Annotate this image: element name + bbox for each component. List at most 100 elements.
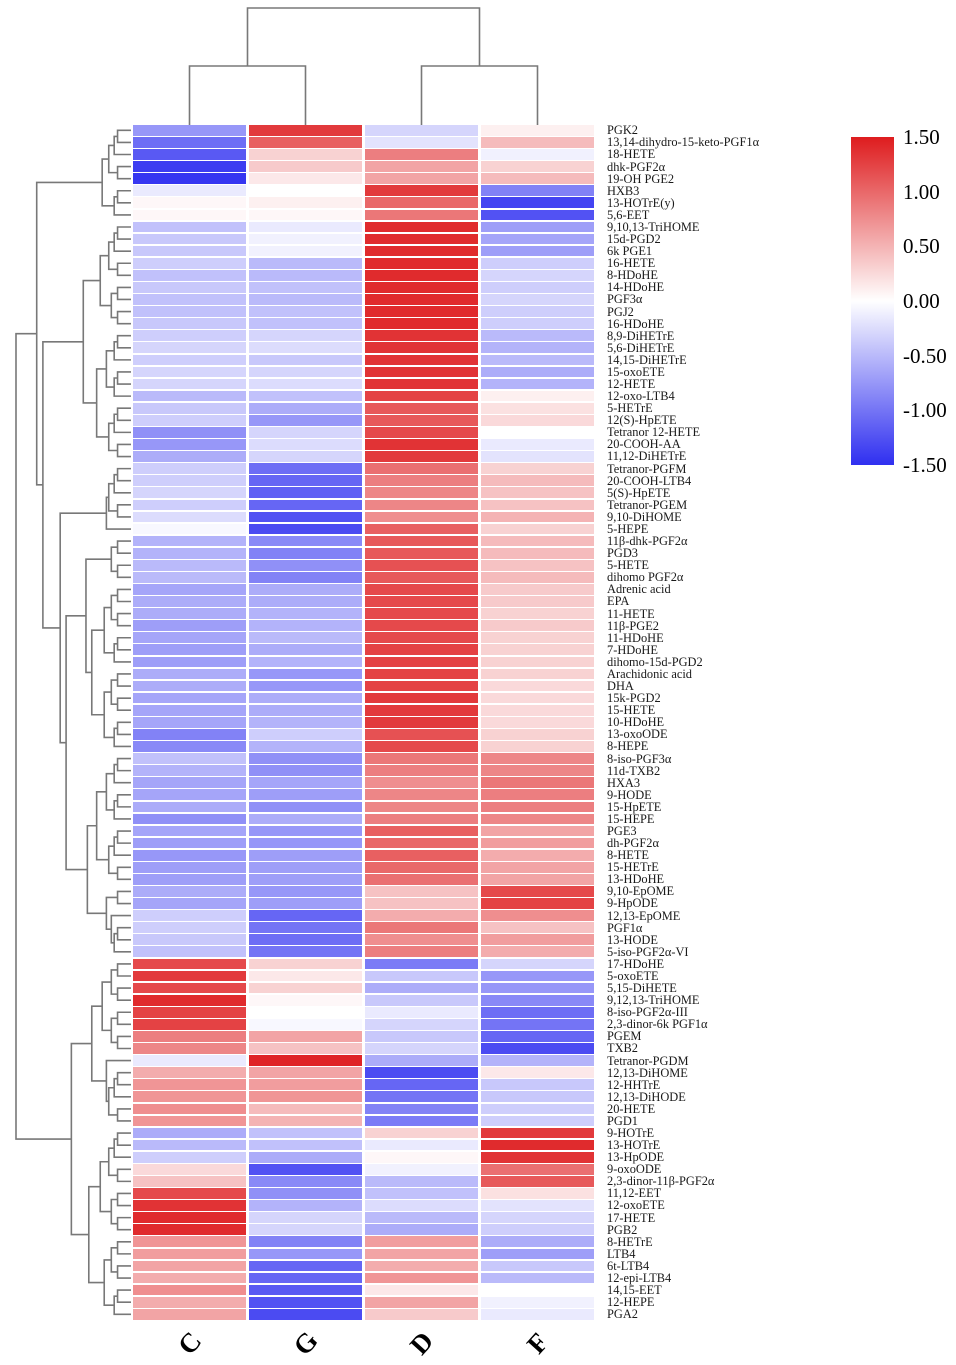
heatmap-cell [365, 245, 478, 257]
heatmap-cell [133, 680, 246, 692]
heatmap-cell [249, 958, 362, 970]
row-label: 12,13-DiHODE [607, 1089, 686, 1104]
heatmap-cell [481, 1200, 594, 1211]
heatmap-cell [249, 1031, 362, 1042]
row-label: 2,3-dinor-6k PGF1α [607, 1017, 708, 1032]
heatmap-cell [481, 451, 594, 462]
heatmap-cell [133, 282, 246, 293]
heatmap-cell [249, 874, 362, 885]
heatmap-cell [365, 330, 478, 342]
heatmap-cell [249, 644, 362, 656]
heatmap-cell [365, 439, 478, 450]
heatmap-cell [249, 777, 362, 789]
heatmap-cell [481, 1079, 594, 1091]
heatmap-cell [365, 777, 478, 789]
row-label: 12-HETE [607, 376, 656, 391]
colorbar-tick-label: -1.50 [903, 453, 947, 477]
heatmap-cell [133, 402, 246, 414]
heatmap-cell [365, 318, 478, 329]
heatmap-cell [249, 487, 362, 499]
heatmap-cell [481, 608, 594, 619]
heatmap-cell [365, 644, 478, 656]
heatmap-cell [481, 125, 594, 136]
heatmap-cell [365, 874, 478, 885]
heatmap-cell [481, 946, 594, 958]
heatmap-cell [481, 632, 594, 644]
row-label-column: PGK2 13,14-dihydro-15-keto-PGF1α 18-HETE dh… [607, 124, 867, 1321]
heatmap-cell [249, 269, 362, 281]
heatmap-cell [481, 257, 594, 269]
row-label: 20-COOH-AA [607, 437, 681, 452]
heatmap-cell [249, 161, 362, 172]
row-label: 10-HDoHE [607, 715, 665, 730]
heatmap-cell [481, 1272, 594, 1284]
heatmap-cell [249, 789, 362, 801]
heatmap-cell [365, 922, 478, 934]
heatmap-cell [365, 1224, 478, 1236]
heatmap-cell [481, 1006, 594, 1018]
heatmap-cell [365, 668, 478, 680]
heatmap-cell [249, 753, 362, 764]
heatmap-cell [133, 1224, 246, 1236]
heatmap-cell [133, 378, 246, 390]
heatmap-cell [481, 934, 594, 946]
row-label: 8,9-DiHETrE [607, 328, 675, 343]
heatmap-cell [133, 1139, 246, 1151]
heatmap-cell [481, 1139, 594, 1151]
heatmap-cell [133, 233, 246, 245]
heatmap-cell [481, 330, 594, 342]
heatmap-cell [133, 197, 246, 209]
heatmap-cell [249, 837, 362, 849]
row-label: 15k-PGD2 [607, 691, 661, 706]
row-label: 8-HETrE [607, 1234, 653, 1249]
row-label: TXB2 [607, 1041, 638, 1056]
row-label: 14,15-EET [607, 1283, 662, 1298]
row-label: 5-iso-PGF2α-VI [607, 944, 689, 959]
row-label: 11β-PGE2 [607, 618, 659, 633]
row-label: 5-oxoETE [607, 968, 659, 983]
heatmap-cell [249, 547, 362, 559]
heatmap-cell [481, 741, 594, 752]
heatmap-cell [365, 294, 478, 305]
heatmap-cell [133, 1103, 246, 1115]
heatmap-cell [133, 559, 246, 571]
heatmap-cell [481, 547, 594, 559]
heatmap-cell [481, 729, 594, 740]
heatmap-cell [365, 765, 478, 776]
heatmap-cell [133, 571, 246, 583]
heatmap-cell [365, 257, 478, 269]
heatmap-cell [481, 427, 594, 438]
heatmap-cell [365, 632, 478, 644]
row-label: LTB4 [607, 1246, 636, 1261]
heatmap-cell [133, 1018, 246, 1030]
heatmap-cell [365, 825, 478, 837]
heatmap-cell [481, 1091, 594, 1103]
heatmap-cell [365, 414, 478, 426]
heatmap-cell [249, 1188, 362, 1199]
heatmap-cell [133, 1248, 246, 1260]
row-label: Tetranor-PGDM [607, 1053, 689, 1068]
heatmap-cell [481, 282, 594, 293]
row-label: 20-HETE [607, 1101, 656, 1116]
row-label: EPA [607, 594, 630, 609]
heatmap-cell [365, 221, 478, 233]
heatmap-cell [249, 1091, 362, 1103]
heatmap-cell [249, 511, 362, 523]
heatmap-cell [133, 1006, 246, 1018]
heatmap-cell [481, 1115, 594, 1127]
heatmap-cell [365, 813, 478, 825]
heatmap-cell [249, 439, 362, 450]
row-label: 13,14-dihydro-15-keto-PGF1α [607, 135, 760, 150]
row-label: 11-HDoHE [607, 630, 664, 645]
heatmap-cell [249, 1200, 362, 1211]
row-label: 8-HETE [607, 848, 649, 863]
heatmap-cell [249, 946, 362, 958]
heatmap-cell [133, 608, 246, 619]
heatmap-cell [481, 813, 594, 825]
heatmap-cell [365, 1176, 478, 1187]
heatmap-cell [365, 1248, 478, 1260]
row-label: 18-HETE [607, 147, 656, 162]
heatmap-cell [365, 487, 478, 499]
heatmap-cell [133, 269, 246, 281]
column-dendrogram [188, 7, 539, 125]
